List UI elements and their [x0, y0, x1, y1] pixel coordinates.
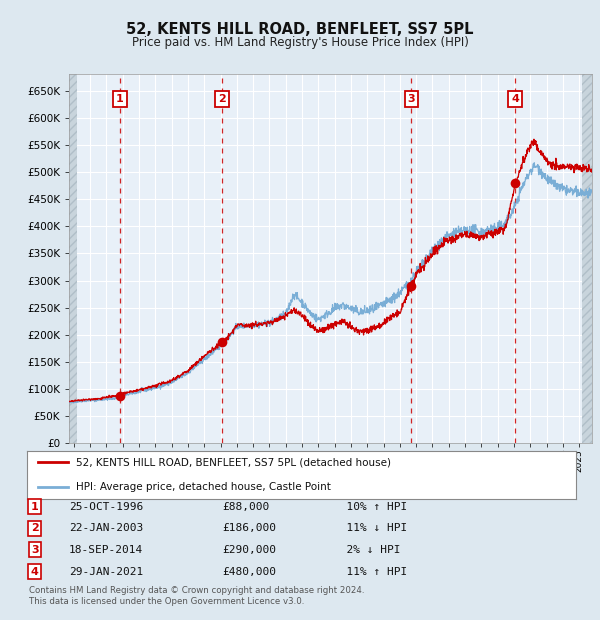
Text: 10% ↑ HPI: 10% ↑ HPI — [333, 502, 407, 512]
Text: Contains HM Land Registry data © Crown copyright and database right 2024.: Contains HM Land Registry data © Crown c… — [29, 586, 364, 595]
Text: 29-JAN-2021: 29-JAN-2021 — [69, 567, 143, 577]
Text: 3: 3 — [407, 94, 415, 104]
Text: Price paid vs. HM Land Registry's House Price Index (HPI): Price paid vs. HM Land Registry's House … — [131, 36, 469, 49]
Text: 2: 2 — [218, 94, 226, 104]
Text: 1: 1 — [116, 94, 124, 104]
Text: 52, KENTS HILL ROAD, BENFLEET, SS7 5PL (detached house): 52, KENTS HILL ROAD, BENFLEET, SS7 5PL (… — [76, 458, 391, 467]
Bar — [69, 74, 77, 443]
Text: 18-SEP-2014: 18-SEP-2014 — [69, 545, 143, 555]
Text: £88,000: £88,000 — [222, 502, 269, 512]
Text: 4: 4 — [31, 567, 39, 577]
Text: £186,000: £186,000 — [222, 523, 276, 533]
Text: This data is licensed under the Open Government Licence v3.0.: This data is licensed under the Open Gov… — [29, 597, 304, 606]
Text: 25-OCT-1996: 25-OCT-1996 — [69, 502, 143, 512]
Text: 11% ↑ HPI: 11% ↑ HPI — [333, 567, 407, 577]
Text: 3: 3 — [31, 545, 38, 555]
Text: 22-JAN-2003: 22-JAN-2003 — [69, 523, 143, 533]
Bar — [581, 74, 592, 443]
Text: 11% ↓ HPI: 11% ↓ HPI — [333, 523, 407, 533]
Text: 2% ↓ HPI: 2% ↓ HPI — [333, 545, 401, 555]
Text: £480,000: £480,000 — [222, 567, 276, 577]
Text: £290,000: £290,000 — [222, 545, 276, 555]
Text: HPI: Average price, detached house, Castle Point: HPI: Average price, detached house, Cast… — [76, 482, 331, 492]
Text: 1: 1 — [31, 502, 38, 512]
Text: 52, KENTS HILL ROAD, BENFLEET, SS7 5PL: 52, KENTS HILL ROAD, BENFLEET, SS7 5PL — [126, 22, 474, 37]
Text: 4: 4 — [511, 94, 519, 104]
Text: 2: 2 — [31, 523, 38, 533]
